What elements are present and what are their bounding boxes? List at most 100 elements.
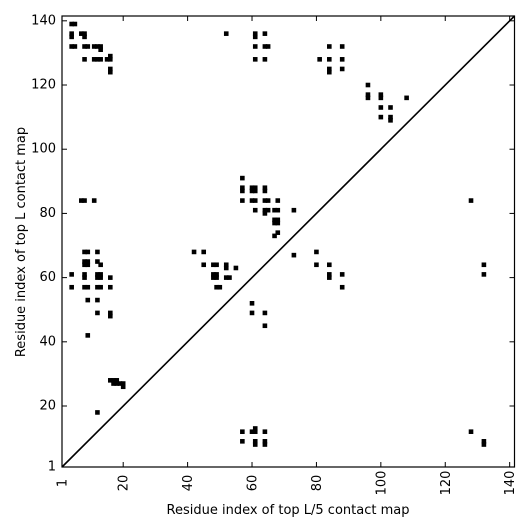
contact-point bbox=[291, 252, 297, 258]
contact-point bbox=[85, 262, 91, 268]
contact-point bbox=[240, 439, 245, 444]
contact-point bbox=[275, 207, 281, 213]
contact-point bbox=[95, 57, 100, 62]
contact-point bbox=[252, 185, 258, 191]
contact-point bbox=[468, 198, 474, 203]
contact-point bbox=[223, 265, 229, 271]
contact-point bbox=[98, 44, 103, 49]
contact-point bbox=[291, 207, 297, 213]
contact-point bbox=[91, 57, 97, 62]
contact-point bbox=[388, 114, 393, 120]
y-tick-label: 140 bbox=[31, 13, 56, 28]
contact-point bbox=[69, 284, 74, 290]
contact-point bbox=[79, 31, 84, 36]
x-tick-label: 20 bbox=[117, 475, 132, 492]
contact-point bbox=[378, 92, 384, 97]
contact-point bbox=[211, 262, 216, 268]
contact-point bbox=[249, 300, 255, 306]
contact-point bbox=[262, 44, 268, 49]
contact-point bbox=[233, 265, 239, 271]
x-tick-label: 1 bbox=[56, 479, 71, 487]
contact-point bbox=[262, 323, 268, 329]
contact-point bbox=[95, 410, 100, 415]
contact-point bbox=[85, 249, 91, 255]
contact-point bbox=[217, 284, 223, 290]
contact-point bbox=[69, 44, 74, 49]
contact-point bbox=[98, 284, 103, 290]
contact-point bbox=[85, 333, 91, 338]
contact-point bbox=[388, 118, 393, 123]
contact-point bbox=[69, 31, 74, 36]
contact-point bbox=[108, 310, 113, 316]
contact-point bbox=[98, 262, 103, 268]
contact-point bbox=[82, 44, 87, 49]
contact-point bbox=[262, 31, 268, 36]
contact-point bbox=[252, 207, 258, 213]
contact-point bbox=[339, 44, 345, 49]
x-tick-label: 80 bbox=[310, 475, 325, 492]
contact-point bbox=[252, 31, 258, 36]
contact-point bbox=[72, 21, 78, 27]
contact-point bbox=[252, 44, 258, 49]
contact-point bbox=[378, 95, 384, 101]
contact-point bbox=[339, 66, 345, 72]
contact-point bbox=[114, 378, 120, 383]
contact-point bbox=[265, 198, 271, 203]
contact-point bbox=[272, 217, 277, 223]
contact-point bbox=[104, 57, 110, 62]
contact-point bbox=[272, 220, 277, 226]
contact-point bbox=[72, 44, 78, 49]
contact-point bbox=[82, 31, 87, 36]
contact-point bbox=[214, 284, 219, 290]
contact-point bbox=[82, 34, 87, 40]
contact-point bbox=[69, 21, 74, 27]
x-tick-label: 40 bbox=[181, 475, 196, 492]
x-tick-label: 120 bbox=[439, 471, 454, 496]
contact-point bbox=[265, 207, 271, 213]
contact-point bbox=[327, 262, 332, 268]
contact-point bbox=[223, 275, 229, 280]
contact-point bbox=[252, 439, 258, 444]
contact-point bbox=[339, 272, 345, 277]
contact-point bbox=[108, 284, 113, 290]
contact-point bbox=[468, 429, 474, 434]
contact-point bbox=[82, 249, 87, 255]
contact-point bbox=[223, 262, 229, 268]
contact-point bbox=[378, 114, 384, 120]
contact-point bbox=[317, 57, 322, 62]
contact-point bbox=[201, 249, 207, 255]
contact-point bbox=[262, 429, 268, 434]
y-tick-label: 80 bbox=[39, 206, 56, 221]
contact-point bbox=[85, 44, 91, 49]
contact-point bbox=[481, 439, 487, 444]
contact-point bbox=[95, 275, 100, 280]
y-tick-label: 120 bbox=[31, 78, 56, 93]
contact-point bbox=[211, 275, 216, 280]
contact-point bbox=[108, 57, 113, 62]
contact-point bbox=[252, 34, 258, 40]
x-axis-ticks: 1 20 40 60 80 100 120 140 bbox=[56, 16, 518, 496]
contact-point bbox=[365, 95, 371, 101]
contact-point bbox=[327, 57, 332, 62]
contact-point bbox=[327, 272, 332, 277]
contact-point bbox=[262, 442, 268, 447]
y-tick-label: 100 bbox=[31, 142, 56, 157]
contact-point bbox=[481, 442, 487, 447]
diagonal-line bbox=[61, 15, 516, 468]
contact-point bbox=[240, 175, 245, 181]
contact-point bbox=[95, 297, 100, 303]
contact-point bbox=[82, 272, 87, 277]
contact-point bbox=[314, 262, 319, 268]
contact-point bbox=[249, 310, 255, 316]
contact-point bbox=[95, 259, 100, 264]
contact-point bbox=[85, 284, 91, 290]
contact-point bbox=[79, 198, 84, 203]
contact-point bbox=[95, 249, 100, 255]
contact-point bbox=[223, 31, 229, 36]
contact-point bbox=[85, 259, 91, 264]
contact-point bbox=[262, 310, 268, 316]
contact-points bbox=[69, 21, 487, 447]
contact-point bbox=[227, 275, 232, 280]
contact-point bbox=[249, 185, 255, 191]
contact-point bbox=[95, 284, 100, 290]
